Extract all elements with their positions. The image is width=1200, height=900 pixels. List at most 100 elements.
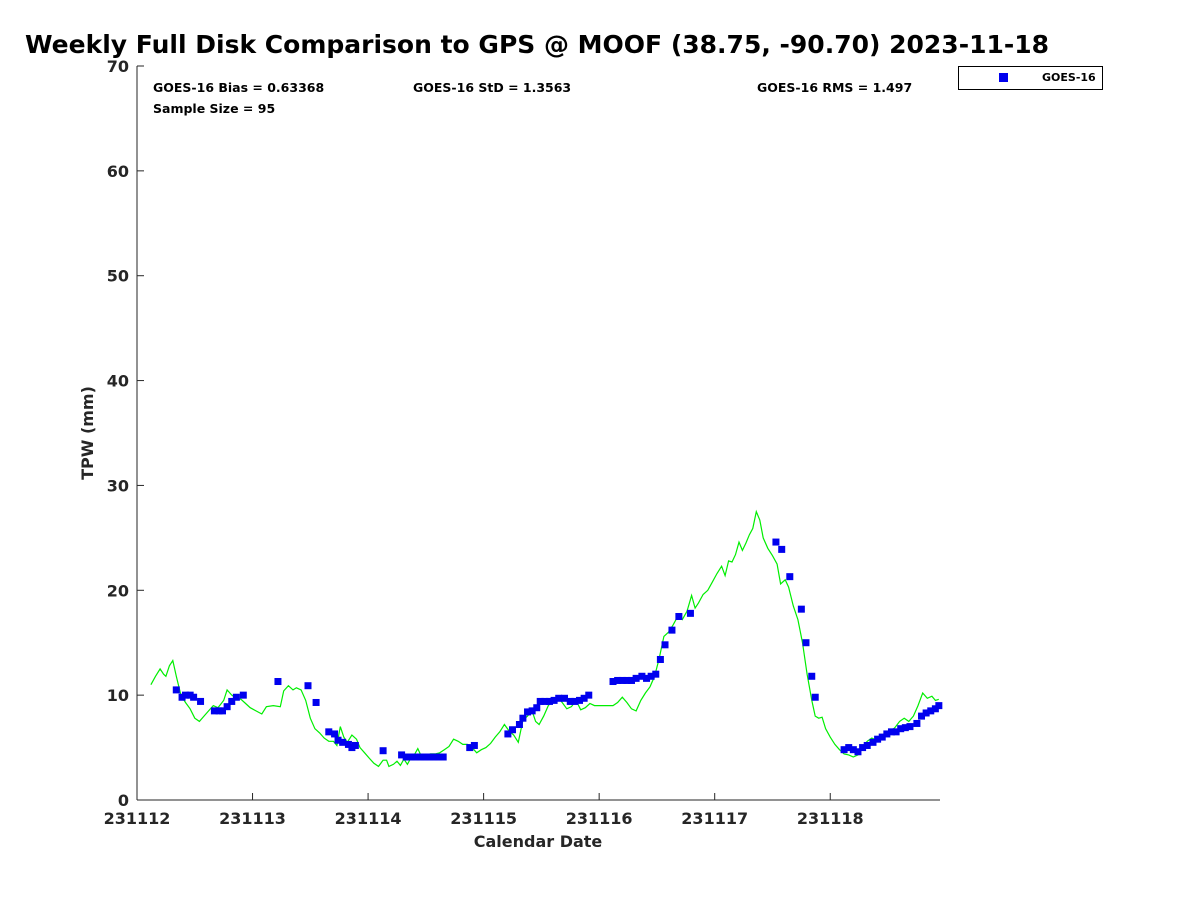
x-tick-label: 231112 [104, 809, 171, 828]
y-tick-label: 10 [107, 686, 129, 705]
goes16-point [304, 682, 312, 690]
goes16-point [555, 694, 563, 702]
y-tick-label: 30 [107, 476, 129, 495]
goes16-point [504, 730, 512, 738]
goes16-point [878, 733, 886, 741]
goes16-point [647, 672, 655, 680]
y-tick-label: 20 [107, 581, 129, 600]
goes16-point [430, 753, 438, 761]
goes16-point [435, 753, 443, 761]
goes16-point [863, 741, 871, 749]
goes16-point [935, 702, 943, 710]
goes16-point [869, 738, 877, 746]
goes16-point [398, 751, 406, 759]
goes16-point [339, 738, 347, 746]
y-axis-label: TPW (mm) [78, 386, 97, 480]
goes16-point [571, 697, 579, 705]
goes16-point [274, 678, 282, 686]
goes16-point [632, 674, 640, 682]
goes16-point [927, 707, 935, 715]
goes16-point [416, 753, 424, 761]
goes16-point [845, 744, 853, 752]
x-axis-label: Calendar Date [474, 832, 603, 851]
x-tick-label: 231114 [335, 809, 402, 828]
goes16-point [519, 714, 527, 722]
goes16-point [652, 670, 660, 678]
goes16-point [190, 693, 198, 701]
gps-series-line [150, 509, 939, 768]
legend-swatch [999, 73, 1008, 82]
goes16-point [668, 626, 676, 634]
goes16-points-layer [172, 538, 943, 761]
goes16-point [897, 725, 905, 733]
goes16-point [786, 573, 794, 581]
goes16-point [840, 746, 848, 754]
goes16-point [618, 676, 626, 684]
rms-stat: GOES-16 RMS = 1.497 [757, 80, 913, 95]
gps-line-layer [150, 509, 939, 768]
goes16-point [874, 735, 882, 743]
goes16-point [849, 746, 857, 754]
goes16-point [466, 744, 474, 752]
goes16-point [922, 709, 930, 717]
goes16-point [797, 605, 805, 613]
goes16-point [854, 748, 862, 756]
goes16-point [536, 697, 544, 705]
goes16-point [218, 707, 226, 715]
goes16-point [223, 703, 231, 711]
goes16-point [541, 697, 549, 705]
goes16-point [210, 707, 218, 715]
goes16-point [425, 753, 433, 761]
goes16-point [580, 694, 588, 702]
goes16-point [643, 674, 651, 682]
goes16-point [811, 693, 819, 701]
goes16-point [515, 721, 523, 729]
goes16-point [772, 538, 780, 546]
y-tick-label: 40 [107, 372, 129, 391]
goes16-point [545, 697, 553, 705]
goes16-point [411, 753, 419, 761]
x-tick-label: 231113 [219, 809, 286, 828]
legend-label: GOES-16 [1042, 71, 1096, 84]
goes16-point [808, 672, 816, 680]
goes16-point [887, 728, 895, 736]
goes16-point [402, 753, 410, 761]
goes16-point [918, 712, 926, 720]
goes16-point [439, 753, 447, 761]
chart-title: Weekly Full Disk Comparison to GPS @ MOO… [25, 30, 1050, 59]
goes16-point [197, 697, 205, 705]
goes16-point [628, 676, 636, 684]
goes16-point [312, 698, 320, 706]
goes16-point [623, 676, 631, 684]
goes16-point [239, 691, 247, 699]
y-tick-label: 50 [107, 267, 129, 286]
x-tick-label: 231118 [797, 809, 864, 828]
goes16-point [533, 704, 541, 712]
goes16-point [421, 753, 429, 761]
goes16-point [675, 613, 683, 620]
legend: GOES-16 [958, 66, 1103, 90]
goes16-point [528, 707, 536, 715]
goes16-point [609, 678, 617, 686]
goes16-point [614, 676, 622, 684]
goes16-point [509, 726, 517, 734]
goes16-point [906, 723, 914, 731]
y-ticks: 0 10 20 30 40 50 60 70 [107, 57, 144, 810]
goes16-point [560, 694, 568, 702]
goes16-point [550, 696, 558, 704]
goes16-point [379, 747, 387, 755]
goes16-point [892, 728, 900, 736]
y-tick-label: 60 [107, 162, 129, 181]
goes16-point [182, 691, 190, 699]
goes16-point [228, 697, 236, 705]
goes16-point [407, 753, 415, 761]
goes16-point [802, 639, 810, 647]
goes16-point [661, 641, 669, 649]
goes16-point [778, 545, 786, 553]
goes16-point [638, 672, 646, 680]
goes16-point [470, 741, 478, 749]
x-ticks: 231112 231113 231114 231115 231116 231117 2311… [104, 793, 864, 828]
goes16-point [576, 696, 584, 704]
goes16-point [325, 728, 333, 736]
